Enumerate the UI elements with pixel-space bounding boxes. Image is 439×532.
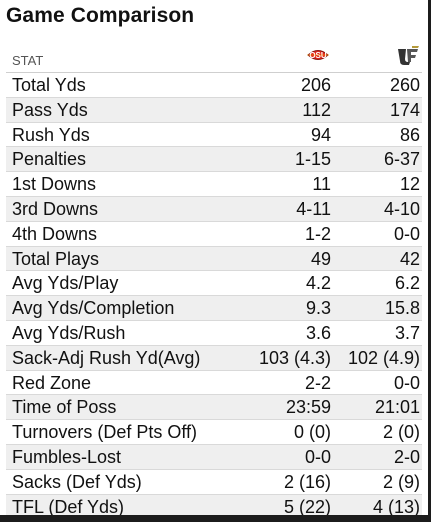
team1-value: 1-2 xyxy=(304,223,331,244)
comparison-table: STAT OSU Total Yds 206 260 Pass Yds 112 174 Ru… xyxy=(6,42,422,517)
stat-label: 1st Downs xyxy=(12,174,97,195)
team2-value: 2-0 xyxy=(393,446,420,467)
stat-label: 4th Downs xyxy=(12,223,98,244)
team1-value: 3.6 xyxy=(305,322,331,343)
table-row: Sack-Adj Rush Yd(Avg) 103 (4.3) 102 (4.9) xyxy=(6,345,422,371)
table-row: Avg Yds/Play 4.2 6.2 xyxy=(6,271,422,297)
team2-value: 6.2 xyxy=(394,273,420,294)
team2-value: 174 xyxy=(389,99,420,120)
table-row: Sacks (Def Yds) 2 (16) 2 (9) xyxy=(6,470,422,495)
team2-value: 42 xyxy=(399,248,420,269)
team2-value: 4-10 xyxy=(383,198,420,219)
team1-value: 2 (16) xyxy=(283,471,331,492)
team2-value: 86 xyxy=(399,124,420,145)
team2-value: 6-37 xyxy=(383,149,420,170)
team2-value: 2 (0) xyxy=(382,422,420,443)
table-row: Avg Yds/Rush 3.6 3.7 xyxy=(6,321,422,346)
team2-value: 0-0 xyxy=(393,223,420,244)
table-row: 1st Downs 11 12 xyxy=(6,172,422,197)
stat-label: Avg Yds/Completion xyxy=(12,298,175,319)
stat-column-header: STAT xyxy=(12,53,44,68)
team1-value: 1-15 xyxy=(294,149,331,170)
table-row: Time of Poss 23:59 21:01 xyxy=(6,395,422,421)
table-row: Total Plays 49 42 xyxy=(6,246,422,272)
page-title: Game Comparison xyxy=(6,4,195,27)
team2-value: 15.8 xyxy=(384,298,420,319)
stat-label: Total Plays xyxy=(12,248,100,269)
stat-label: Total Yds xyxy=(12,75,86,95)
ucf-logo-icon xyxy=(396,45,420,72)
stat-label: Sacks (Def Yds) xyxy=(12,471,142,492)
table-row: TFL (Def Yds) 5 (22) 4 (13) xyxy=(6,494,422,517)
stat-label: Avg Yds/Rush xyxy=(12,322,126,343)
team2-value: 3.7 xyxy=(394,322,420,343)
team1-value: 2-2 xyxy=(304,372,331,393)
team1-value: 103 (4.3) xyxy=(258,347,331,368)
stat-label: TFL (Def Yds) xyxy=(12,496,125,517)
table-row: 4th Downs 1-2 0-0 xyxy=(6,222,422,247)
osu-logo-icon: OSU xyxy=(305,45,331,70)
stat-label: Rush Yds xyxy=(12,124,90,145)
table-row: Rush Yds 94 86 xyxy=(6,123,422,148)
team2-value: 260 xyxy=(389,75,420,95)
stat-label: Penalties xyxy=(12,149,87,170)
team2-value: 21:01 xyxy=(374,397,420,418)
team2-value: 4 (13) xyxy=(372,496,420,517)
table-row: Red Zone 2-2 0-0 xyxy=(6,371,422,396)
stat-rows: Total Yds 206 260 Pass Yds 112 174 Rush Yds 94 8… xyxy=(6,73,422,517)
table-row: Fumbles-Lost 0-0 2-0 xyxy=(6,444,422,470)
team1-value: 94 xyxy=(310,124,331,145)
stat-label: Time of Poss xyxy=(12,397,117,418)
team1-value: 49 xyxy=(310,248,331,269)
team1-value: 5 (22) xyxy=(283,496,331,517)
stat-label: Turnovers (Def Pts Off) xyxy=(12,422,198,443)
team1-value: 0 (0) xyxy=(293,422,331,443)
team2-value: 2 (9) xyxy=(382,471,420,492)
team1-value: 206 xyxy=(300,75,331,95)
stat-label: Red Zone xyxy=(12,372,92,393)
table-row: 3rd Downs 4-11 4-10 xyxy=(6,196,422,222)
table-row: Avg Yds/Completion 9.3 15.8 xyxy=(6,296,422,321)
table-row: Penalties 1-15 6-37 xyxy=(6,147,422,173)
table-row: Turnovers (Def Pts Off) 0 (0) 2 (0) xyxy=(6,420,422,445)
team1-value: 23:59 xyxy=(285,397,331,418)
stat-label: Pass Yds xyxy=(12,99,88,120)
stat-label: Avg Yds/Play xyxy=(12,273,119,294)
stat-label: 3rd Downs xyxy=(12,198,99,219)
team2-value: 102 (4.9) xyxy=(347,347,420,368)
table-row: Total Yds 206 260 xyxy=(6,73,422,98)
team1-value: 112 xyxy=(302,99,331,120)
svg-text:OSU: OSU xyxy=(309,51,327,60)
team2-value: 0-0 xyxy=(393,372,420,393)
stat-label: Sack-Adj Rush Yd(Avg) xyxy=(12,347,201,368)
game-comparison-card: Game Comparison STAT OSU Total Yds 206 260… xyxy=(0,0,431,522)
table-header: STAT OSU xyxy=(6,42,422,73)
team1-value: 11 xyxy=(312,174,331,195)
team1-value: 4-11 xyxy=(296,198,331,219)
team1-value: 9.3 xyxy=(305,298,331,319)
team1-value: 4.2 xyxy=(305,273,331,294)
table-row: Pass Yds 112 174 xyxy=(6,97,422,123)
team2-value: 12 xyxy=(399,174,420,195)
team1-value: 0-0 xyxy=(304,446,331,467)
stat-label: Fumbles-Lost xyxy=(12,446,122,467)
